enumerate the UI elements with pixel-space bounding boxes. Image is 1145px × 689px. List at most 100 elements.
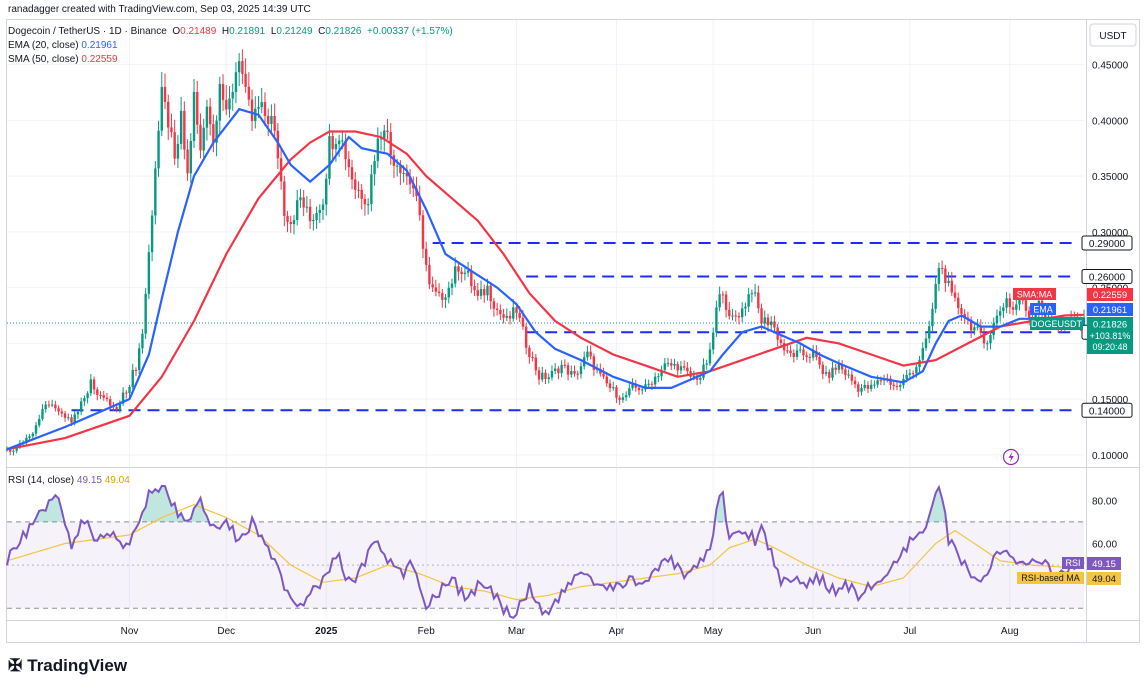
lightning-icon[interactable] xyxy=(1002,448,1020,466)
candle-body xyxy=(89,379,93,394)
ohlc-l-label: L xyxy=(270,26,277,37)
candle-body xyxy=(686,367,689,372)
ohlc-c-label: C xyxy=(318,26,326,37)
candle-body xyxy=(1015,304,1018,310)
candle-body xyxy=(879,380,883,382)
rsi-legend[interactable]: RSI (14, close) 49.15 49.04 xyxy=(8,475,130,486)
candle-body xyxy=(631,383,634,389)
horizontal-levels xyxy=(71,242,1076,412)
candle-body xyxy=(344,140,347,160)
candle-body xyxy=(728,309,731,317)
ohlc-close: 0.21826 xyxy=(325,26,362,37)
candle-body xyxy=(160,87,163,131)
candle-body xyxy=(853,380,857,385)
candle-body xyxy=(57,408,60,412)
candle-body xyxy=(266,115,270,124)
ohlc-open: 0.21489 xyxy=(180,26,217,37)
candle-body xyxy=(508,315,512,319)
rsi-tick-label: 80.00 xyxy=(1092,496,1117,507)
candle-body xyxy=(441,293,444,300)
candle-body xyxy=(715,307,718,333)
candle-body xyxy=(760,308,763,324)
candle-body xyxy=(383,130,386,139)
candle-body xyxy=(605,376,608,384)
candle-body xyxy=(76,411,80,415)
ema-legend[interactable]: EMA (20, close) 0.21961 xyxy=(8,40,118,51)
ema-tag-label: EMA xyxy=(1033,305,1053,315)
currency-label: USDT xyxy=(1099,31,1126,42)
candle-body xyxy=(818,357,821,365)
candle-body xyxy=(1011,307,1015,310)
candle-body xyxy=(83,398,86,402)
candle-body xyxy=(876,380,879,385)
candle-body xyxy=(850,374,854,381)
candle-body xyxy=(312,219,315,222)
symbol-legend[interactable]: Dogecoin / TetherUS · 1D · Binance O0.21… xyxy=(8,26,453,37)
candle-body xyxy=(831,367,834,378)
candle-body xyxy=(857,384,860,392)
candle-body xyxy=(840,364,844,370)
candle-body xyxy=(450,283,454,288)
rsi-tag: RSI 49.15 xyxy=(1062,557,1121,570)
candle-body xyxy=(412,184,415,189)
candle-body xyxy=(998,311,1002,316)
candle-body xyxy=(524,326,528,348)
candle-body xyxy=(779,339,783,344)
candle-body xyxy=(873,384,876,386)
candle-body xyxy=(979,326,983,333)
candle-body xyxy=(908,373,912,375)
candle-body xyxy=(895,385,899,387)
candle-body xyxy=(557,368,560,374)
level-label-box xyxy=(1081,235,1133,251)
sma-legend-value: 0.22559 xyxy=(81,54,118,65)
candle-body xyxy=(486,285,489,296)
candle-body xyxy=(28,436,31,438)
candle-body xyxy=(666,363,670,365)
price-tick-label: 0.45000 xyxy=(1092,61,1129,72)
candle-body xyxy=(1005,298,1008,308)
candle-body xyxy=(705,363,708,365)
last-tag-countdown: 09:20:48 xyxy=(1092,342,1127,352)
tradingview-logo[interactable]: ✠ TradingView xyxy=(8,656,127,676)
candle-body xyxy=(495,308,499,310)
candle-body xyxy=(724,294,728,310)
candle-body xyxy=(179,110,183,144)
candle-body xyxy=(786,350,789,352)
candle-body xyxy=(947,280,950,284)
candle-body xyxy=(618,397,621,400)
candle-body xyxy=(860,387,863,392)
candle-body xyxy=(815,351,818,358)
candle-body xyxy=(682,366,686,368)
candle-body xyxy=(138,348,141,371)
candle-body xyxy=(421,215,425,249)
candle-body xyxy=(299,197,302,201)
candle-body xyxy=(257,106,260,109)
candle-body xyxy=(208,106,212,125)
currency-box[interactable] xyxy=(1089,23,1137,47)
candle-body xyxy=(676,363,679,371)
candle-body xyxy=(634,383,637,388)
candle-body xyxy=(41,409,44,419)
candle-body xyxy=(641,389,644,391)
candle-body xyxy=(225,99,228,110)
candle-body xyxy=(99,394,102,396)
candle-body xyxy=(544,372,547,379)
time-tick-label: Apr xyxy=(609,626,625,637)
candle-body xyxy=(637,387,641,391)
rsi-ma-tag: RSI-based MA 49.04 xyxy=(1017,572,1121,585)
candle-body xyxy=(757,292,760,309)
candle-body xyxy=(370,174,373,205)
candle-body xyxy=(802,349,805,356)
candle-body xyxy=(308,206,312,222)
candle-body xyxy=(460,271,463,274)
candle-body xyxy=(928,326,931,339)
candle-body xyxy=(931,308,934,327)
candle-body xyxy=(434,287,438,292)
candle-body xyxy=(125,392,128,394)
candle-body xyxy=(466,270,470,273)
candle-body xyxy=(924,338,928,349)
candle-body xyxy=(363,198,367,205)
sma-legend[interactable]: SMA (50, close) 0.22559 xyxy=(8,54,118,65)
candle-body xyxy=(376,138,380,161)
